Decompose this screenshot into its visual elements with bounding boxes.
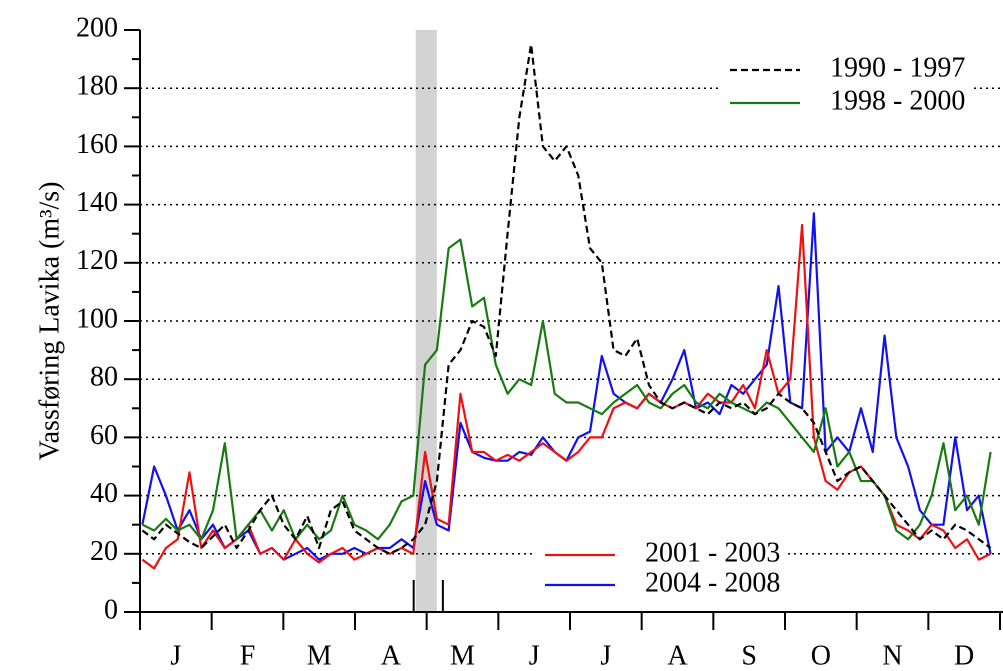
x-tick-label: J xyxy=(600,640,611,671)
x-tick-label: J xyxy=(170,640,181,671)
x-tick-label: M xyxy=(450,640,475,671)
x-tick-label: F xyxy=(240,640,256,671)
legend-label: 2004 - 2008 xyxy=(645,567,780,598)
y-tick-label: 40 xyxy=(90,478,118,509)
x-tick-label: S xyxy=(741,640,757,671)
y-tick-label: 160 xyxy=(76,129,118,160)
y-tick-label: 0 xyxy=(104,594,118,625)
legend-label: 1990 - 1997 xyxy=(830,52,965,83)
x-tick-label: D xyxy=(954,640,974,671)
y-tick-label: 200 xyxy=(76,12,118,43)
shaded-span xyxy=(415,30,437,612)
series-line xyxy=(141,212,992,561)
y-tick-label: 60 xyxy=(90,420,118,451)
x-tick-label: M xyxy=(307,640,332,671)
x-tick-label: A xyxy=(667,640,688,671)
y-tick-label: 20 xyxy=(90,536,118,567)
y-axis-label: Vassføring Lavika (m³/s) xyxy=(34,181,65,460)
series-line xyxy=(141,223,992,570)
x-tick-label: O xyxy=(811,640,831,671)
y-tick-label: 120 xyxy=(76,245,118,276)
x-tick-label: N xyxy=(882,640,902,671)
y-tick-label: 140 xyxy=(76,187,118,218)
x-tick-label: J xyxy=(529,640,540,671)
y-tick-label: 180 xyxy=(76,71,118,102)
series-line xyxy=(141,43,992,555)
y-tick-label: 80 xyxy=(90,362,118,393)
y-tick-label: 100 xyxy=(76,303,118,334)
x-tick-label: A xyxy=(381,640,402,671)
legend-bg xyxy=(720,53,970,87)
legend-label: 2001 - 2003 xyxy=(645,537,780,568)
legend-label: 1998 - 2000 xyxy=(830,85,965,116)
series-line xyxy=(141,238,992,541)
